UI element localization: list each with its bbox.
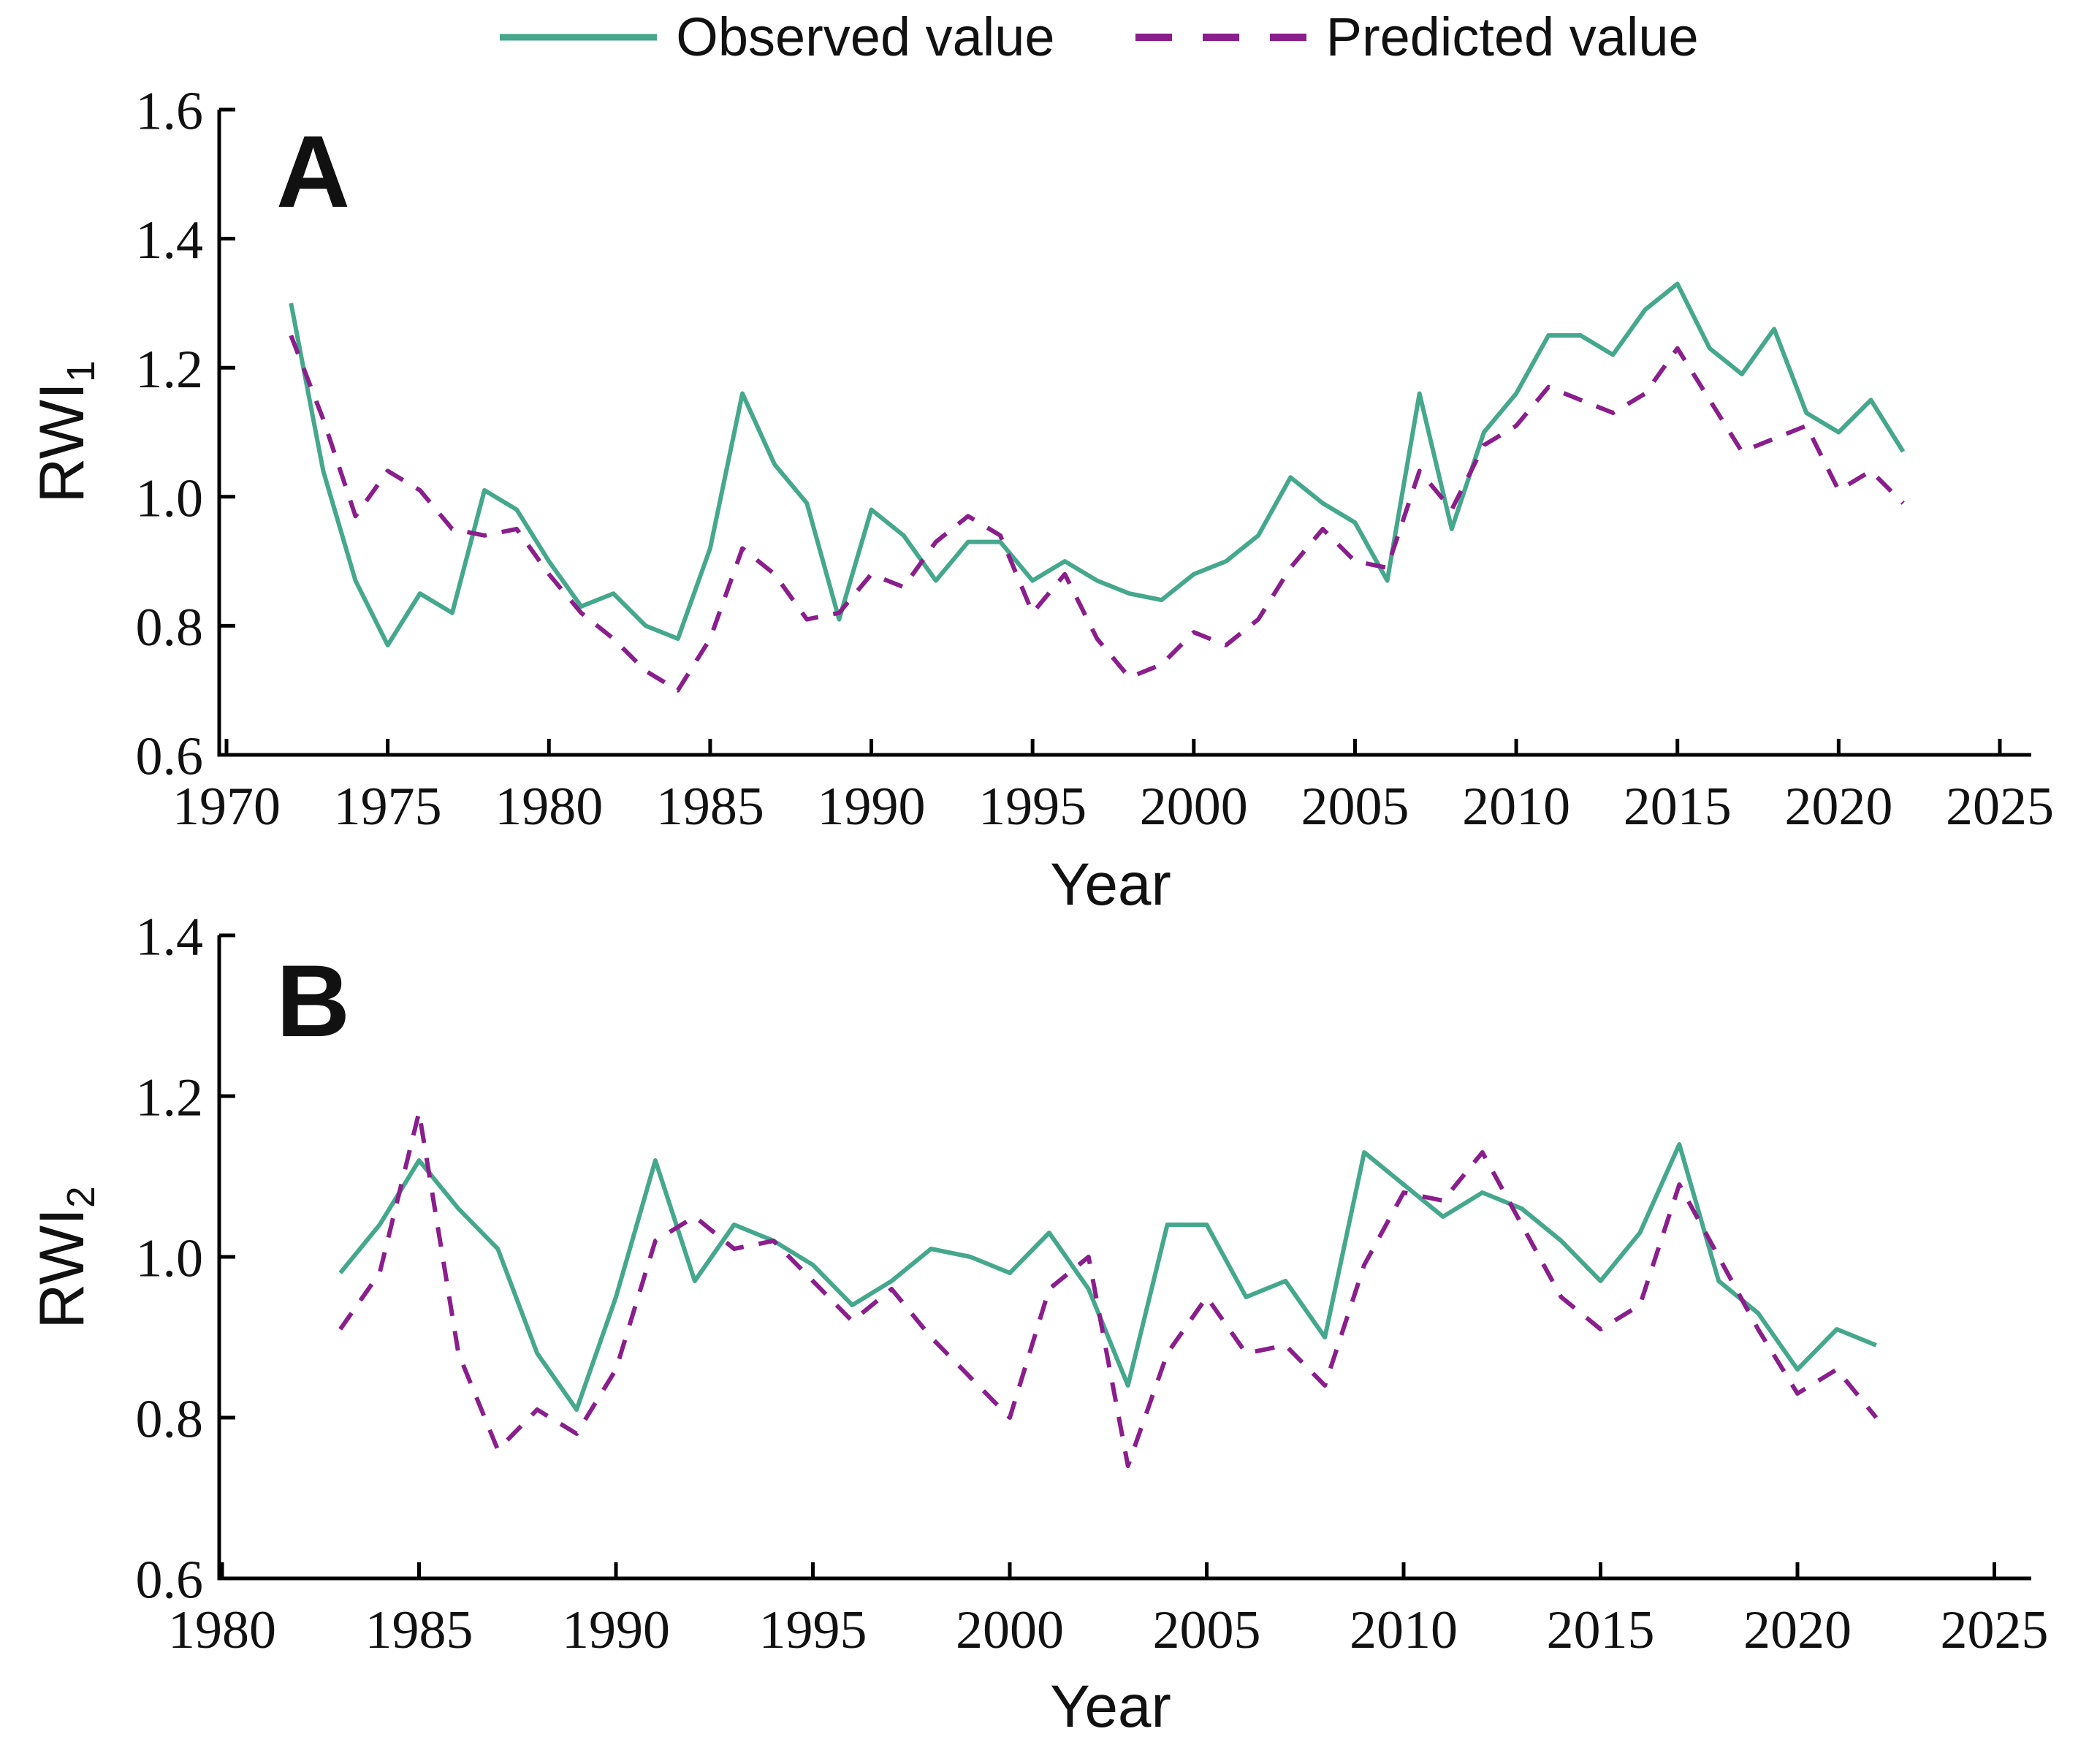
panel-b-letter: B xyxy=(276,943,351,1058)
x-tick-label: 2015 xyxy=(1624,777,1732,837)
panel-a-x-axis-title: Year xyxy=(1050,851,1171,918)
y-tick-label: 1.2 xyxy=(136,340,204,400)
x-tick-label: 2015 xyxy=(1547,1600,1655,1660)
x-tick-label: 2000 xyxy=(956,1600,1064,1660)
panel-a-ylabel-base: RWI xyxy=(27,382,97,503)
x-tick-label: 2020 xyxy=(1743,1600,1852,1660)
panel-a-predicted-line xyxy=(289,334,1905,693)
y-tick-label: 0.6 xyxy=(136,1551,204,1611)
y-tick-label: 1.4 xyxy=(136,210,204,270)
x-tick-label: 2005 xyxy=(1301,777,1409,837)
x-tick-label: 2010 xyxy=(1462,777,1570,837)
observed-line-swatch-icon xyxy=(500,34,658,40)
y-tick-label: 1.2 xyxy=(136,1068,204,1128)
legend: Observed value Predicted value xyxy=(0,6,2089,68)
legend-predicted-label: Predicted value xyxy=(1325,7,1699,67)
panel-a-observed-line xyxy=(289,281,1906,647)
panel-b-observed-line xyxy=(338,1142,1877,1412)
panel-b-ylabel-base: RWI xyxy=(27,1208,97,1329)
y-tick-label: 1.0 xyxy=(136,1229,204,1289)
y-tick-label: 1.6 xyxy=(136,82,204,142)
panel-b-x-axis-title: Year xyxy=(1050,1673,1171,1740)
panel-b-y-axis-title: RWI2 xyxy=(27,1126,103,1389)
predicted-dash-swatch-icon xyxy=(1135,33,1307,41)
panel-a-ylabel-subscript: 1 xyxy=(59,360,103,383)
panel-b-axis xyxy=(217,935,2031,1581)
x-tick-label: 1970 xyxy=(172,777,281,837)
legend-item-predicted: Predicted value xyxy=(1135,6,1699,68)
x-tick-label: 1990 xyxy=(562,1600,670,1660)
panel-a-y-axis-title: RWI1 xyxy=(27,300,103,563)
y-tick-label: 0.8 xyxy=(136,598,204,658)
panel-b-predicted-line xyxy=(338,1110,1879,1468)
legend-observed-label: Observed value xyxy=(676,7,1055,67)
y-tick-label: 0.8 xyxy=(136,1390,204,1450)
panel-b-ylabel-subscript: 2 xyxy=(59,1186,103,1209)
x-tick-label: 2025 xyxy=(1946,777,2054,837)
x-tick-label: 2005 xyxy=(1153,1600,1261,1660)
x-tick-label: 1985 xyxy=(365,1600,473,1660)
x-tick-label: 1980 xyxy=(168,1600,276,1660)
y-tick-label: 1.0 xyxy=(136,468,204,528)
x-tick-label: 2025 xyxy=(1941,1600,2049,1660)
x-tick-label: 2010 xyxy=(1350,1600,1458,1660)
x-tick-label: 1975 xyxy=(334,777,442,837)
panel-a-letter: A xyxy=(276,114,351,229)
x-tick-label: 1995 xyxy=(759,1600,867,1660)
x-tick-label: 1990 xyxy=(818,777,926,837)
x-tick-label: 1985 xyxy=(656,777,764,837)
x-tick-label: 2000 xyxy=(1140,777,1248,837)
x-tick-label: 1980 xyxy=(495,777,603,837)
x-tick-label: 2020 xyxy=(1784,777,1892,837)
panel-a-axis xyxy=(217,110,2031,757)
legend-item-observed: Observed value xyxy=(500,6,1055,68)
y-tick-label: 1.4 xyxy=(136,908,204,967)
x-tick-label: 1995 xyxy=(978,777,1087,837)
y-tick-label: 0.6 xyxy=(136,727,204,787)
